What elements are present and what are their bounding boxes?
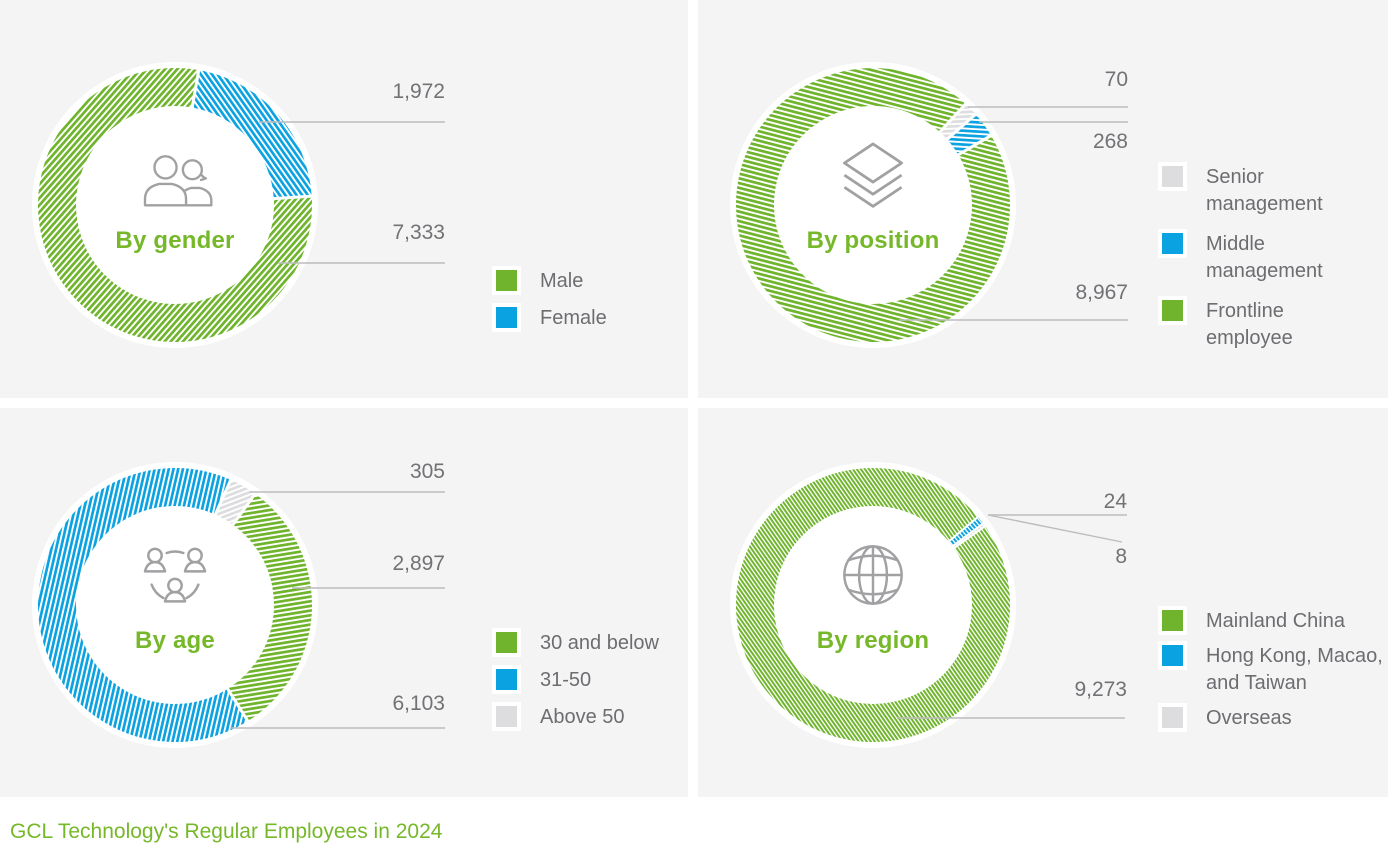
legend-item-overseas: Overseas [1158, 703, 1383, 732]
above50-count-label: 305 [409, 460, 445, 483]
mainland-swatch [1158, 606, 1187, 635]
gender-donut-chart [32, 62, 445, 348]
male-swatch [492, 266, 521, 295]
overseas-legend-label: Overseas [1206, 707, 1292, 729]
legend-item-above50: Above 50 [492, 702, 659, 731]
senior-legend-label: Senior management [1206, 166, 1323, 215]
mainland-legend-label: Mainland China [1206, 610, 1345, 632]
mid-age-swatch [492, 665, 521, 694]
hk-swatch [1158, 641, 1187, 670]
middle-legend-label: Middle management [1206, 233, 1323, 282]
frontline-count-label: 8,967 [1075, 281, 1128, 304]
gender-chart-title: By gender [115, 227, 235, 254]
under30-legend-label: 30 and below [540, 632, 659, 654]
hk-count-label: 24 [1103, 490, 1127, 513]
frontline-legend-label: Frontline employee [1206, 300, 1293, 349]
gender-legend: Male Female [492, 266, 607, 332]
female-count-label: 1,972 [392, 80, 445, 103]
legend-item-31-50: 31-50 [492, 665, 659, 694]
senior-count-label: 70 [1104, 68, 1128, 91]
middle-count-label: 268 [1092, 130, 1128, 153]
age-chart-title: By age [135, 627, 215, 654]
legend-item-mainland: Mainland China [1158, 606, 1383, 635]
region-donut-chart [730, 462, 1127, 748]
mainland-count-label: 9,273 [1074, 678, 1127, 701]
mid-age-legend-label: 31-50 [540, 669, 592, 691]
panel-by-region: By region 24 8 9,273 Mainland China Hong… [698, 408, 1388, 797]
above50-legend-label: Above 50 [540, 706, 625, 728]
female-legend-label: Female [540, 307, 607, 329]
senior-swatch [1158, 162, 1187, 191]
panel-by-position: By position 70 268 8,967 Senior manageme… [698, 0, 1388, 398]
overseas-count-label: 8 [1115, 545, 1127, 568]
female-swatch [492, 303, 521, 332]
legend-item-hk: Hong Kong, Macao, and Taiwan [1158, 641, 1383, 697]
position-chart-title: By position [806, 227, 940, 254]
region-chart-title: By region [816, 627, 930, 654]
under30-count-label: 2,897 [392, 552, 445, 575]
overseas-swatch [1158, 703, 1187, 732]
legend-item-senior: Senior management [1158, 162, 1373, 218]
hk-legend-label: Hong Kong, Macao, and Taiwan [1206, 645, 1383, 694]
male-legend-label: Male [540, 270, 584, 292]
legend-item-female: Female [492, 303, 607, 332]
mid-age-count-label: 6,103 [392, 692, 445, 715]
age-legend: 30 and below 31-50 Above 50 [492, 628, 659, 731]
figure-caption: GCL Technology's Regular Employees in 20… [10, 820, 443, 843]
middle-swatch [1158, 229, 1187, 258]
male-count-label: 7,333 [392, 221, 445, 244]
position-legend: Senior management Middle management Fron… [1158, 162, 1373, 352]
legend-item-middle: Middle management [1158, 229, 1373, 285]
panel-by-gender: By gender 1,972 7,333 Male Female [0, 0, 688, 398]
panel-by-age: By age 305 2,897 6,103 30 and below 31-5… [0, 408, 688, 797]
legend-item-under30: 30 and below [492, 628, 659, 657]
frontline-swatch [1158, 296, 1187, 325]
legend-item-male: Male [492, 266, 607, 295]
region-legend: Mainland China Hong Kong, Macao, and Tai… [1158, 606, 1383, 732]
under30-swatch [492, 628, 521, 657]
age-donut-chart [32, 462, 445, 748]
above50-swatch [492, 702, 521, 731]
legend-item-frontline: Frontline employee [1158, 296, 1373, 352]
